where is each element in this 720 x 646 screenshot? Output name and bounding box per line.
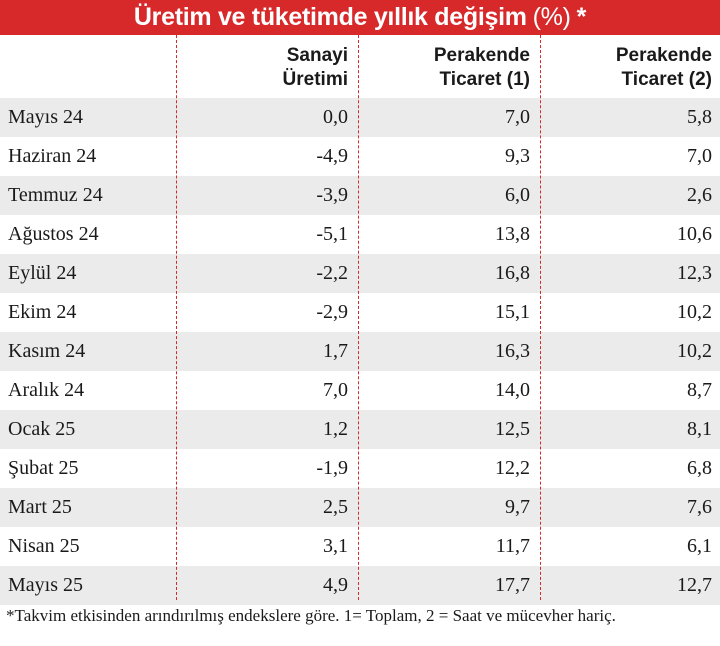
period-cell: Temmuz 24: [8, 184, 103, 206]
perakende-ticaret-2-cell: 6,8: [687, 457, 712, 479]
perakende-ticaret-2-cell: 12,3: [677, 262, 712, 284]
perakende-ticaret-2-cell: 5,8: [687, 106, 712, 128]
header-cell-sanayi-uretimi: Sanayi Üretimi: [282, 45, 348, 90]
table-row: Haziran 24 -4,9 9,3 7,0: [0, 137, 720, 176]
period-cell: Ekim 24: [8, 301, 77, 323]
table-row: Kasım 24 1,7 16,3 10,2: [0, 332, 720, 371]
period-cell: Ocak 25: [8, 418, 76, 440]
header-cell-perakende-ticaret-2: Perakende Ticaret (2): [615, 45, 712, 90]
perakende-ticaret-1-cell: 13,8: [495, 223, 530, 245]
sanayi-uretimi-cell: 0,0: [323, 106, 348, 128]
table-row: Şubat 25 -1,9 12,2 6,8: [0, 449, 720, 488]
column-divider: [358, 35, 359, 600]
perakende-ticaret-2-cell: 12,7: [677, 574, 712, 596]
period-cell: Kasım 24: [8, 340, 86, 362]
footnote: *Takvim etkisinden arındırılmış endeksle…: [6, 606, 616, 625]
period-cell: Nisan 25: [8, 535, 80, 557]
perakende-ticaret-2-cell: 10,2: [677, 340, 712, 362]
sanayi-uretimi-cell: -2,9: [316, 301, 348, 323]
table-row: Temmuz 24 -3,9 6,0 2,6: [0, 176, 720, 215]
chart-title-unit: (%): [532, 3, 571, 31]
header-cell-perakende-ticaret-1: Perakende Ticaret (1): [433, 45, 530, 90]
period-cell: Mayıs 24: [8, 106, 83, 128]
perakende-ticaret-1-cell: 12,5: [495, 418, 530, 440]
perakende-ticaret-1-cell: 7,0: [505, 106, 530, 128]
sanayi-uretimi-cell: 1,7: [323, 340, 348, 362]
sanayi-uretimi-cell: 1,2: [323, 418, 348, 440]
perakende-ticaret-1-cell: 15,1: [495, 301, 530, 323]
column-divider: [540, 35, 541, 600]
period-cell: Mart 25: [8, 496, 72, 518]
perakende-ticaret-1-cell: 11,7: [495, 535, 530, 557]
perakende-ticaret-2-cell: 8,1: [687, 418, 712, 440]
perakende-ticaret-2-cell: 10,6: [677, 223, 712, 245]
table-row: Mayıs 24 0,0 7,0 5,8: [0, 98, 720, 137]
table-row: Ağustos 24 -5,1 13,8 10,6: [0, 215, 720, 254]
sanayi-uretimi-cell: 3,1: [323, 535, 348, 557]
chart-title-star: *: [576, 3, 587, 31]
table-row: Aralık 24 7,0 14,0 8,7: [0, 371, 720, 410]
period-cell: Mayıs 25: [8, 574, 83, 596]
table-row: Mayıs 25 4,9 17,7 12,7: [0, 566, 720, 605]
perakende-ticaret-1-cell: 6,0: [505, 184, 530, 206]
period-cell: Şubat 25: [8, 457, 79, 479]
perakende-ticaret-1-cell: 16,3: [495, 340, 530, 362]
header-cell-period: [0, 35, 176, 98]
sanayi-uretimi-cell: 2,5: [323, 496, 348, 518]
perakende-ticaret-2-cell: 7,6: [687, 496, 712, 518]
table-row: Mart 25 2,5 9,7 7,6: [0, 488, 720, 527]
perakende-ticaret-1-cell: 12,2: [495, 457, 530, 479]
perakende-ticaret-2-cell: 7,0: [687, 145, 712, 167]
table-row: Ocak 25 1,2 12,5 8,1: [0, 410, 720, 449]
perakende-ticaret-2-cell: 10,2: [677, 301, 712, 323]
sanayi-uretimi-cell: 4,9: [323, 574, 348, 596]
table-row: Eylül 24 -2,2 16,8 12,3: [0, 254, 720, 293]
chart-title: Üretim ve tüketimde yıllık değişim: [133, 3, 527, 31]
perakende-ticaret-2-cell: 6,1: [687, 535, 712, 557]
period-cell: Haziran 24: [8, 145, 97, 167]
column-divider: [176, 35, 177, 600]
sanayi-uretimi-cell: -1,9: [316, 457, 348, 479]
period-cell: Aralık 24: [8, 379, 85, 401]
table-row: Ekim 24 -2,9 15,1 10,2: [0, 293, 720, 332]
period-cell: Ağustos 24: [8, 223, 99, 245]
perakende-ticaret-2-cell: 8,7: [687, 379, 712, 401]
chart-title-bar: Üretim ve tüketimde yıllık değişim (%) *: [0, 0, 720, 35]
table-header-row: Sanayi Üretimi Perakende Ticaret (1) Per…: [0, 35, 720, 98]
perakende-ticaret-1-cell: 17,7: [495, 574, 530, 596]
sanayi-uretimi-cell: -3,9: [316, 184, 348, 206]
data-table: Sanayi Üretimi Perakende Ticaret (1) Per…: [0, 35, 720, 605]
sanayi-uretimi-cell: 7,0: [323, 379, 348, 401]
perakende-ticaret-1-cell: 16,8: [495, 262, 530, 284]
perakende-ticaret-2-cell: 2,6: [687, 184, 712, 206]
perakende-ticaret-1-cell: 14,0: [495, 379, 530, 401]
table-row: Nisan 25 3,1 11,7 6,1: [0, 527, 720, 566]
perakende-ticaret-1-cell: 9,3: [505, 145, 530, 167]
sanayi-uretimi-cell: -2,2: [316, 262, 348, 284]
period-cell: Eylül 24: [8, 262, 77, 284]
sanayi-uretimi-cell: -4,9: [316, 145, 348, 167]
perakende-ticaret-1-cell: 9,7: [505, 496, 530, 518]
sanayi-uretimi-cell: -5,1: [316, 223, 348, 245]
